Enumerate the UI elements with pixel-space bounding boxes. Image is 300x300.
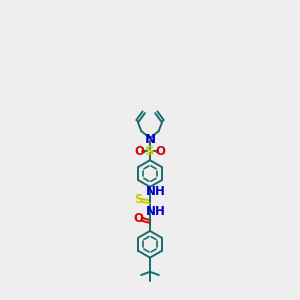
Text: O: O — [134, 212, 143, 225]
Text: NH: NH — [146, 205, 166, 218]
Text: S: S — [145, 145, 155, 158]
Text: S: S — [134, 193, 142, 206]
Text: O: O — [156, 145, 166, 158]
Text: NH: NH — [146, 185, 166, 198]
Text: O: O — [134, 145, 144, 158]
Text: N: N — [144, 133, 156, 146]
